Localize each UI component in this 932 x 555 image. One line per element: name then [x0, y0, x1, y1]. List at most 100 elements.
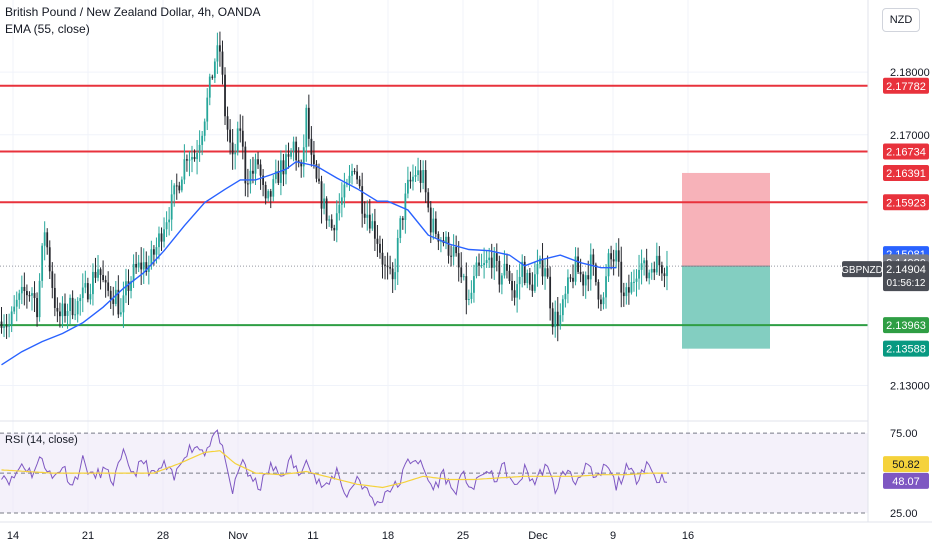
candle-up: [165, 222, 168, 230]
candle-down: [160, 233, 163, 242]
last-price-value: 2.14904: [886, 264, 926, 276]
candle-down: [653, 268, 656, 273]
currency-button[interactable]: NZD: [882, 8, 920, 32]
candle-up: [399, 218, 402, 238]
support-price-tag-bg: [883, 317, 929, 334]
candle-down: [572, 277, 574, 282]
candle-up: [348, 175, 351, 184]
candle-down: [531, 284, 534, 291]
candle-up: [638, 269, 640, 279]
symbol-title: British Pound / New Zealand Dollar, 4h, …: [5, 5, 261, 19]
candle-down: [401, 218, 404, 221]
candle-up: [41, 245, 44, 281]
candle-down: [295, 141, 298, 161]
candle-down: [231, 142, 234, 155]
candle-down: [450, 255, 452, 257]
candle-down: [587, 275, 590, 280]
rsi-value-tag: 48.07: [892, 476, 920, 488]
candle-down: [495, 253, 498, 261]
candle-down: [325, 198, 328, 221]
resistance-price-tag-bg: [883, 194, 929, 211]
candle-down: [582, 274, 585, 286]
candle-up: [122, 295, 125, 313]
candle-up: [13, 306, 16, 312]
candle-up: [503, 263, 506, 276]
candle-down: [620, 261, 623, 293]
bar-countdown: 01:56:12: [887, 278, 926, 289]
candle-up: [125, 281, 127, 296]
candle-up: [173, 185, 176, 195]
candle-down: [330, 219, 333, 228]
symbol-tag: GBPNZD: [841, 265, 883, 276]
candle-down: [313, 154, 315, 165]
rsi-tick-label: 25.00: [890, 508, 918, 520]
candle-up: [170, 194, 173, 220]
candle-up: [81, 287, 84, 299]
ema-indicator-label[interactable]: EMA (55, close): [5, 22, 90, 36]
candle-up: [544, 268, 546, 277]
candle-up: [338, 204, 341, 214]
candle-up: [394, 272, 397, 280]
candle-up: [130, 281, 132, 291]
candle-down: [135, 263, 138, 268]
rsi-indicator-label[interactable]: RSI (14, close): [5, 434, 78, 446]
candle-up: [650, 268, 653, 273]
candle-down: [391, 268, 394, 280]
candle-down: [104, 280, 107, 283]
candle-down: [0, 321, 3, 328]
candle-down: [419, 170, 422, 183]
candle-up: [150, 249, 153, 266]
candle-up: [180, 179, 183, 191]
candle-down: [186, 159, 188, 161]
candle-down: [59, 311, 61, 317]
candle-down: [264, 184, 267, 199]
candle-down: [424, 170, 427, 193]
candle-up: [158, 233, 160, 248]
time-tick-label: 14: [7, 530, 19, 542]
candle-down: [506, 263, 508, 271]
candle-down: [577, 256, 579, 272]
candle-up: [605, 276, 607, 298]
candle-up: [267, 191, 270, 199]
candle-up: [574, 256, 577, 282]
candle-down: [99, 269, 102, 276]
candle-up: [630, 282, 633, 293]
candle-down: [384, 264, 386, 266]
candle-up: [371, 221, 374, 229]
candle-down: [257, 159, 259, 165]
candle-up: [539, 258, 541, 265]
candle-down: [53, 287, 56, 308]
candle-down: [645, 260, 648, 279]
candle-up: [3, 326, 5, 328]
candle-up: [254, 159, 257, 174]
price-tick-label: 2.13000: [890, 381, 930, 393]
candle-up: [493, 253, 496, 268]
price-level-lines: [0, 84, 868, 327]
candle-up: [92, 271, 94, 295]
candle-up: [188, 159, 191, 161]
time-axis: 14 21 28 Nov 11 18 25 Dec 9 16: [0, 521, 932, 542]
candle-up: [328, 219, 331, 221]
candle-down: [127, 281, 130, 291]
target-price-tag: 2.13588: [886, 344, 926, 356]
candle-down: [528, 272, 531, 285]
time-tick-label: 18: [382, 530, 394, 542]
candle-up: [625, 287, 628, 297]
candle-down: [46, 232, 49, 248]
candle-up: [191, 157, 193, 160]
candle-up: [323, 198, 325, 209]
resistance-price-tag: 2.15923: [886, 197, 926, 209]
candle-up: [473, 276, 475, 293]
candle-up: [396, 237, 399, 273]
price-tick-label: 2.17000: [890, 130, 930, 142]
time-tick-label: 28: [157, 530, 169, 542]
candle-down: [658, 255, 661, 266]
candle-down: [23, 286, 26, 291]
ema-series: [1, 160, 617, 366]
candle-down: [56, 307, 59, 312]
candle-down: [226, 116, 229, 130]
ema-line: [1, 160, 617, 366]
candle-down: [315, 164, 318, 179]
